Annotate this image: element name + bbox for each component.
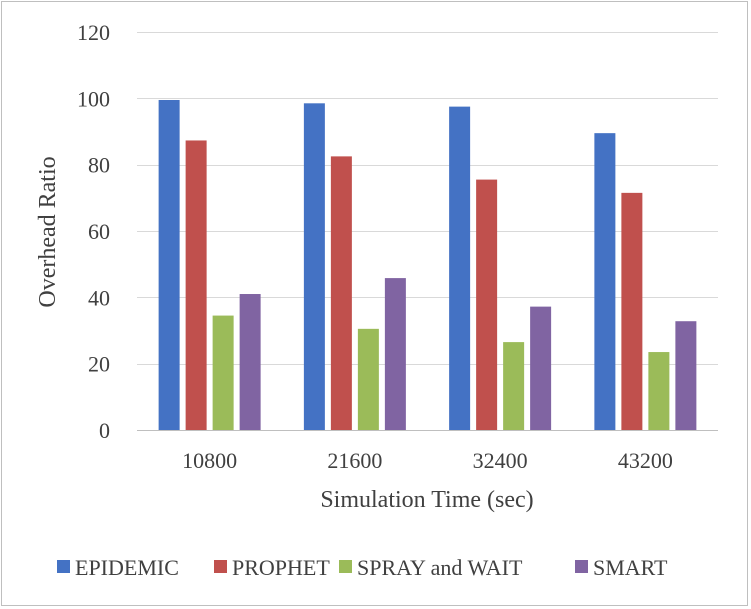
x-axis-label: Simulation Time (sec) <box>320 487 533 513</box>
bar-spray-and-wait-32400 <box>503 342 525 430</box>
bar-prophet-21600 <box>330 156 352 430</box>
legend: EPIDEMIC PROPHET SPRAY and WAIT SMART <box>57 555 668 580</box>
bar-smart-43200 <box>675 321 697 430</box>
bar-epidemic-21600 <box>303 103 325 430</box>
bar-epidemic-43200 <box>594 133 616 431</box>
y-tick-label-60: 60 <box>88 219 110 244</box>
legend-swatch-smart <box>575 560 588 573</box>
bar-prophet-10800 <box>185 140 207 430</box>
x-axis-ticks: 10800 21600 32400 43200 <box>182 448 673 473</box>
bar-smart-21600 <box>384 278 406 430</box>
bar-smart-10800 <box>239 294 261 430</box>
bar-epidemic-10800 <box>158 99 180 430</box>
y-tick-label-0: 0 <box>99 418 110 443</box>
legend-swatch-prophet <box>214 560 227 573</box>
legend-label-prophet: PROPHET <box>232 555 330 580</box>
y-tick-label-120: 120 <box>77 20 110 45</box>
x-tick-label-10800: 10800 <box>182 448 237 473</box>
bars <box>158 99 697 431</box>
x-tick-label-21600: 21600 <box>327 448 382 473</box>
y-tick-label-40: 40 <box>88 285 110 310</box>
y-axis-label: Overhead Ratio <box>35 156 61 307</box>
y-axis-ticks: 0 20 40 60 80 100 120 <box>77 20 110 443</box>
legend-swatch-epidemic <box>57 560 70 573</box>
bar-spray-and-wait-21600 <box>357 328 379 430</box>
bar-spray-and-wait-10800 <box>212 315 234 430</box>
gridlines <box>137 32 718 431</box>
bar-spray-and-wait-43200 <box>648 352 670 430</box>
legend-label-epidemic: EPIDEMIC <box>75 555 179 580</box>
legend-label-spray-and-wait: SPRAY and WAIT <box>357 555 523 580</box>
y-tick-label-80: 80 <box>88 153 110 178</box>
x-tick-label-43200: 43200 <box>618 448 673 473</box>
bar-prophet-32400 <box>476 179 498 430</box>
bar-prophet-43200 <box>621 192 643 430</box>
x-tick-label-32400: 32400 <box>473 448 528 473</box>
legend-label-smart: SMART <box>593 555 668 580</box>
legend-swatch-spray-and-wait <box>339 560 352 573</box>
bar-smart-32400 <box>530 306 552 430</box>
y-tick-label-20: 20 <box>88 352 110 377</box>
y-tick-label-100: 100 <box>77 86 110 111</box>
bar-epidemic-32400 <box>449 106 471 430</box>
